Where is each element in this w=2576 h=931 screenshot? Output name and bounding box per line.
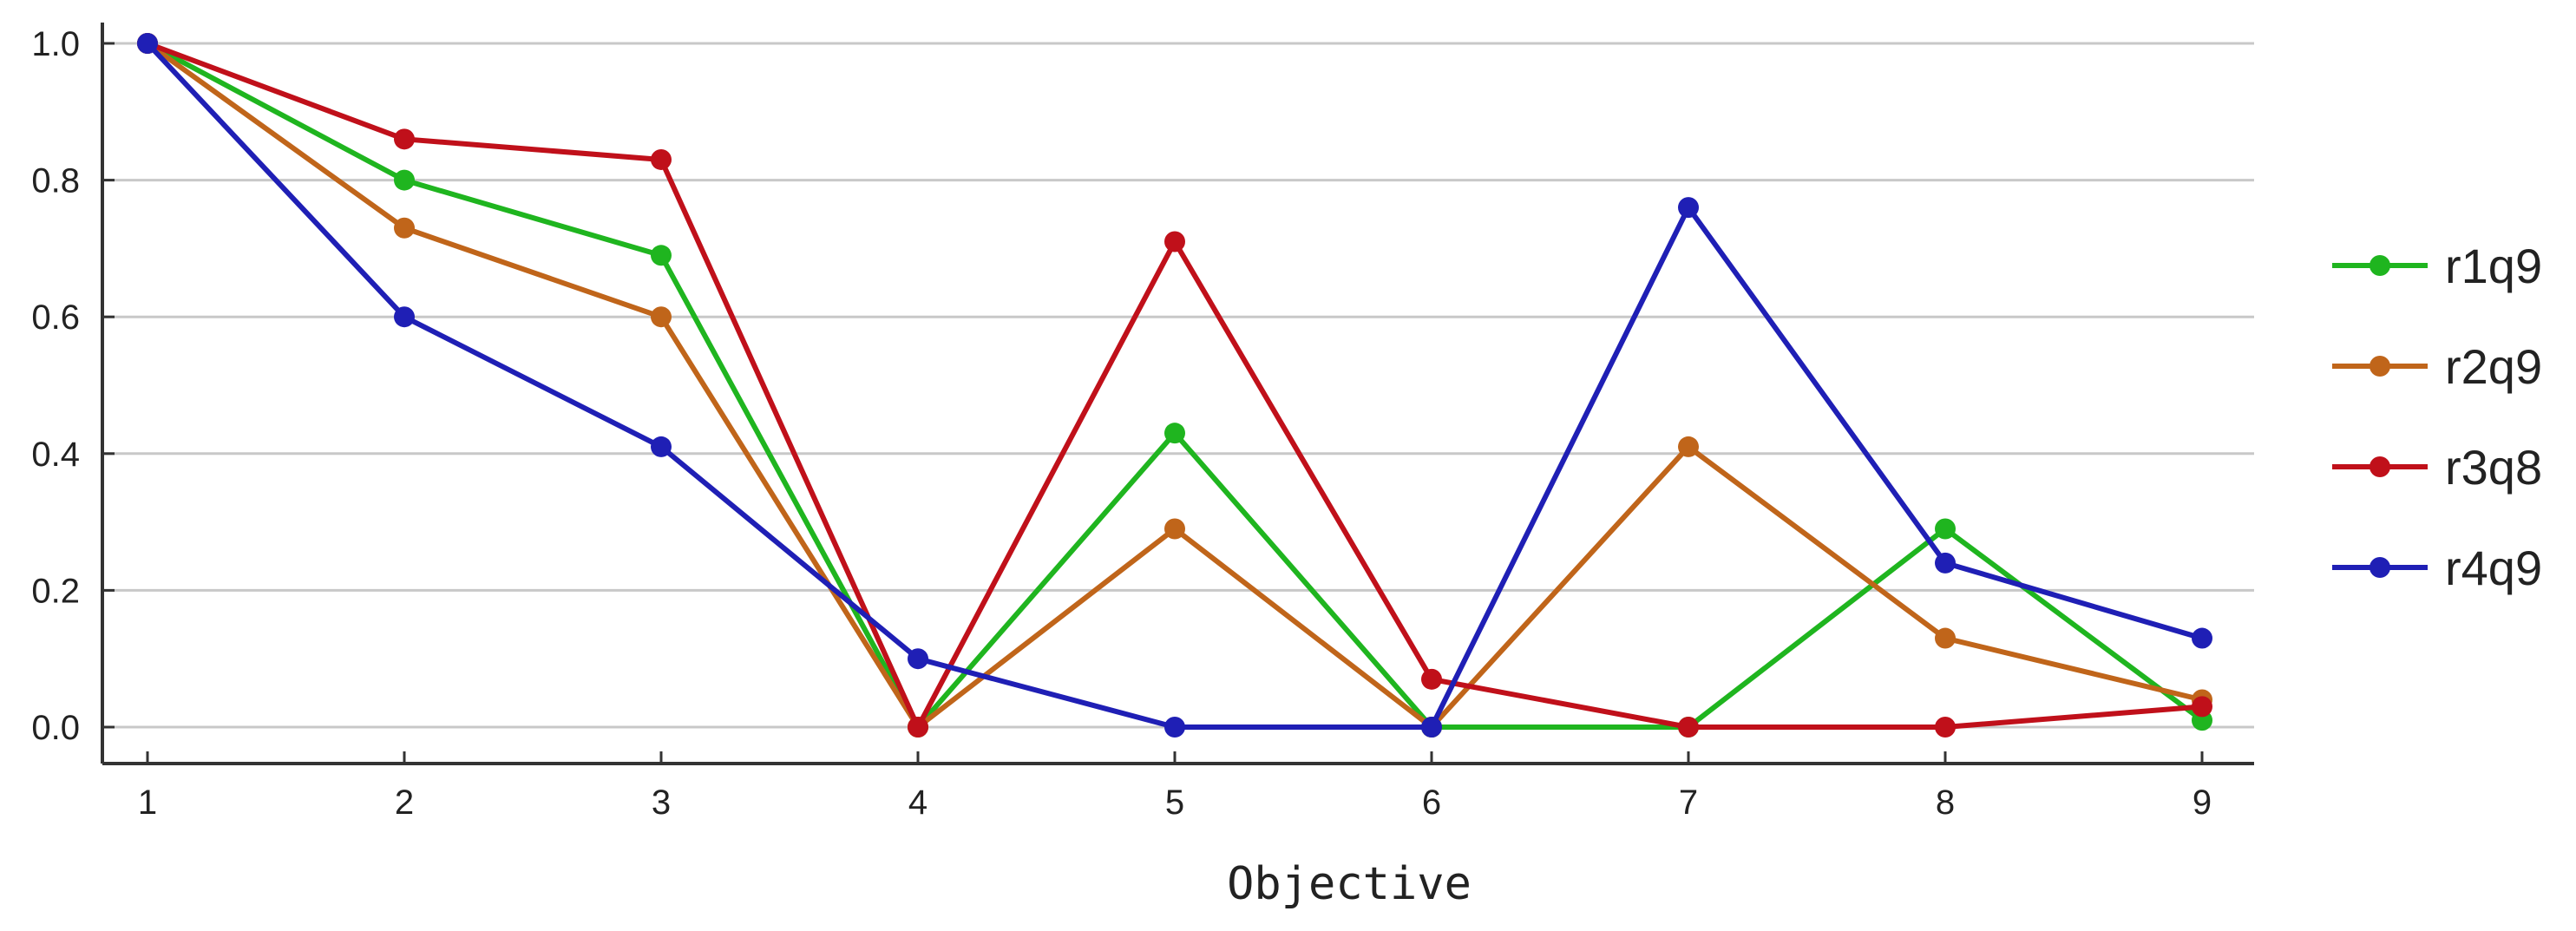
legend-label: r1q9 bbox=[2445, 239, 2542, 293]
series-r2q9 bbox=[137, 33, 2212, 738]
legend-item-r3q8: r3q8 bbox=[2332, 440, 2542, 495]
y-tick-label: 0.4 bbox=[31, 436, 80, 474]
legend-label: r3q8 bbox=[2445, 440, 2542, 495]
x-tick-label: 3 bbox=[652, 783, 671, 822]
data-point-r4q9 bbox=[137, 33, 158, 54]
x-tick-label: 7 bbox=[1679, 783, 1698, 822]
x-tick-label: 2 bbox=[395, 783, 414, 822]
data-point-r1q9 bbox=[1164, 423, 1185, 444]
legend-item-r2q9: r2q9 bbox=[2332, 339, 2542, 394]
legend-swatch-marker bbox=[2370, 255, 2390, 276]
data-point-r2q9 bbox=[394, 217, 415, 239]
series-line-r1q9 bbox=[146, 41, 2204, 730]
data-point-r1q9 bbox=[1935, 518, 1956, 540]
data-point-r4q9 bbox=[651, 436, 672, 457]
data-point-r3q8 bbox=[651, 148, 672, 170]
data-point-r3q8 bbox=[1164, 231, 1185, 252]
x-tick-label: 6 bbox=[1422, 783, 1441, 822]
data-point-r3q8 bbox=[394, 128, 415, 150]
data-point-r4q9 bbox=[1421, 717, 1442, 738]
legend-swatch-marker bbox=[2370, 356, 2390, 377]
y-tick-label: 1.0 bbox=[31, 25, 80, 63]
y-tick-label: 0.2 bbox=[31, 572, 80, 610]
data-point-r3q8 bbox=[1678, 717, 1699, 738]
grid-lines bbox=[102, 42, 2254, 729]
y-tick-label: 0.6 bbox=[31, 298, 80, 337]
data-point-r4q9 bbox=[394, 306, 415, 328]
x-tick-label: 4 bbox=[908, 783, 927, 822]
data-point-r4q9 bbox=[1678, 197, 1699, 219]
x-tick-label: 5 bbox=[1165, 783, 1184, 822]
series-lines bbox=[137, 33, 2212, 738]
legend-item-r4q9: r4q9 bbox=[2332, 541, 2542, 595]
series-r1q9 bbox=[137, 33, 2212, 738]
x-tick-label: 1 bbox=[138, 783, 157, 822]
data-point-r4q9 bbox=[1935, 552, 1956, 574]
data-point-r3q8 bbox=[908, 717, 928, 738]
legend-item-r1q9: r1q9 bbox=[2332, 239, 2542, 293]
data-point-r2q9 bbox=[1935, 627, 1956, 649]
data-point-r4q9 bbox=[2192, 627, 2212, 649]
data-point-r3q8 bbox=[1935, 717, 1956, 738]
data-point-r3q8 bbox=[2192, 696, 2212, 718]
y-tick-label: 0.8 bbox=[31, 162, 80, 200]
x-axis-title: Objective bbox=[1227, 858, 1472, 910]
x-tick-label: 8 bbox=[1936, 783, 1955, 822]
data-point-r1q9 bbox=[394, 169, 415, 191]
series-r4q9 bbox=[137, 33, 2212, 738]
axes bbox=[101, 23, 2254, 765]
legend-swatch-marker bbox=[2370, 557, 2390, 578]
series-r3q8 bbox=[137, 33, 2212, 738]
data-point-r4q9 bbox=[908, 648, 928, 670]
data-point-r2q9 bbox=[1678, 436, 1699, 457]
legend: r1q9 r2q9 r3q8 r4q9 bbox=[2332, 239, 2542, 595]
data-point-r2q9 bbox=[651, 306, 672, 328]
data-point-r2q9 bbox=[1164, 518, 1185, 540]
legend-swatch-marker bbox=[2370, 456, 2390, 477]
legend-label: r4q9 bbox=[2445, 541, 2542, 595]
tick-labels: 0.0 0.2 0.4 0.6 0.8 1.0 1 2 3 4 5 6 7 8 9 bbox=[31, 25, 2212, 822]
legend-label: r2q9 bbox=[2445, 339, 2542, 394]
series-line-r2q9 bbox=[146, 41, 2203, 730]
data-point-r3q8 bbox=[1421, 668, 1442, 690]
data-point-r4q9 bbox=[1164, 717, 1185, 738]
x-tick-label: 9 bbox=[2193, 783, 2212, 822]
series-line-r3q8 bbox=[146, 41, 2203, 730]
data-point-r1q9 bbox=[651, 245, 672, 266]
y-tick-label: 0.0 bbox=[31, 709, 80, 747]
series-line-r4q9 bbox=[145, 41, 2203, 730]
